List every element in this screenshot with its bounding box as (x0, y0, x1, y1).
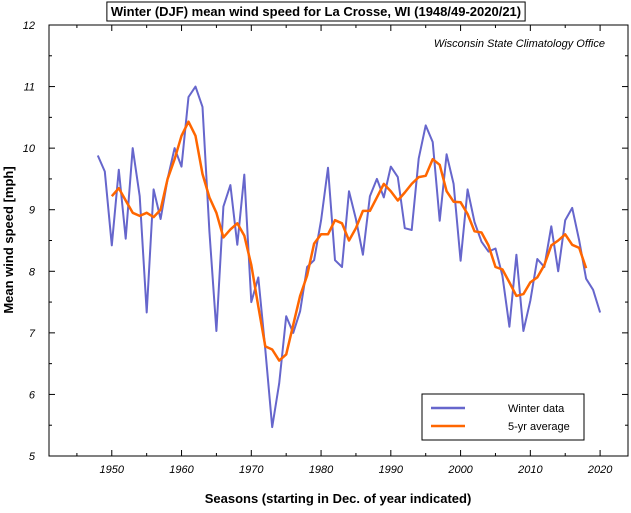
y-tick-label: 11 (24, 82, 35, 94)
x-tick-label: 2000 (447, 464, 473, 476)
x-tick-label: 1980 (309, 464, 334, 476)
y-tick-label: 8 (29, 266, 36, 278)
x-tick-label: 1990 (379, 464, 404, 476)
y-tick-label: 7 (29, 328, 36, 340)
chart-title: Winter (DJF) mean wind speed for La Cros… (111, 4, 521, 19)
y-tick-label: 9 (29, 205, 35, 217)
y-tick-label: 5 (29, 451, 36, 463)
y-axis-label: Mean wind speed [mph] (1, 166, 16, 313)
y-tick-label: 12 (23, 20, 35, 32)
series-line-5yr-average (110, 120, 588, 362)
chart-subtitle: Wisconsin State Climatology Office (434, 38, 605, 50)
legend-box (421, 393, 585, 441)
x-tick-label: 1970 (239, 464, 264, 476)
x-tick-label: 2010 (517, 464, 543, 476)
x-tick-label: 2020 (587, 464, 613, 476)
x-tick-label: 1950 (100, 464, 125, 476)
legend-label: 5-yr average (508, 421, 570, 433)
y-tick-label: 6 (29, 389, 36, 401)
x-axis-label: Seasons (starting in Dec. of year indica… (205, 491, 472, 506)
y-tick-label: 10 (23, 143, 36, 155)
legend-label: Winter data (508, 403, 565, 415)
chart-title-box (106, 1, 526, 22)
x-tick-label: 1960 (169, 464, 194, 476)
series-line-winter-data (96, 85, 602, 429)
